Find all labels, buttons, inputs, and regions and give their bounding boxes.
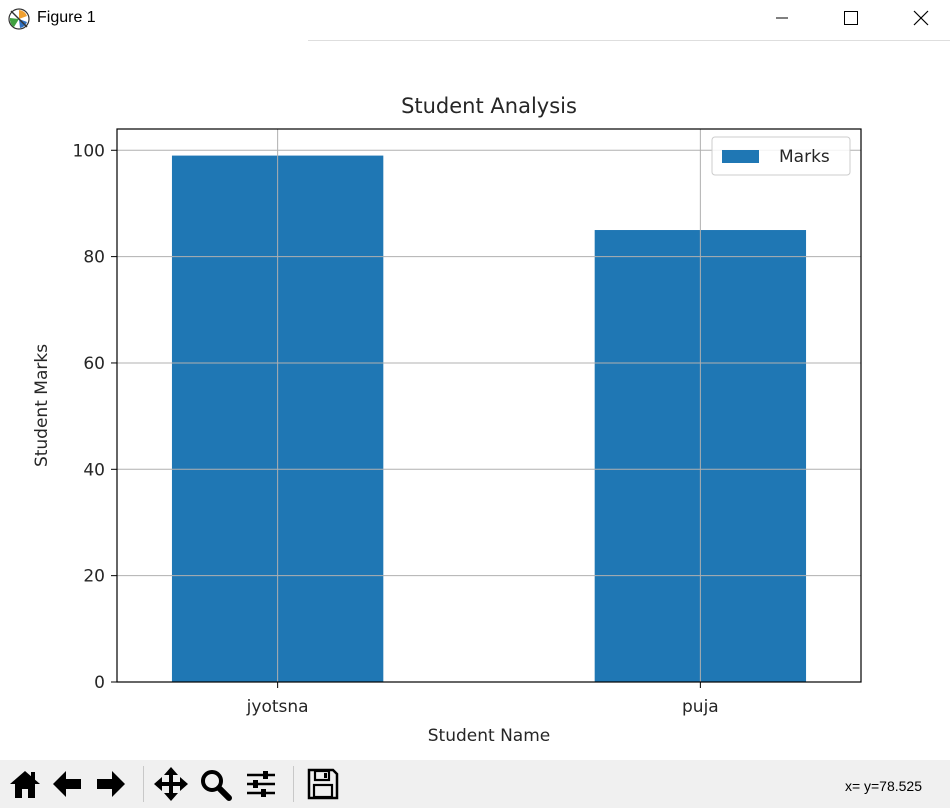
forward-button[interactable]	[92, 763, 130, 805]
zoom-button[interactable]	[196, 763, 234, 805]
pan-button[interactable]	[152, 763, 190, 805]
x-axis-label: Student Name	[428, 726, 550, 746]
y-tick-label: 40	[83, 460, 105, 480]
navigation-toolbar	[0, 760, 950, 808]
minimize-button[interactable]	[759, 0, 805, 36]
y-tick-label: 100	[73, 141, 105, 161]
y-tick-label: 20	[83, 567, 105, 587]
home-icon	[10, 771, 40, 798]
back-button[interactable]	[48, 763, 86, 805]
y-tick-label: 0	[94, 673, 105, 693]
chart-title: Student Analysis	[401, 94, 577, 118]
toolbar-separator	[293, 766, 294, 802]
x-tick-label: puja	[682, 697, 719, 717]
legend-box	[711, 136, 851, 176]
save-icon	[307, 768, 339, 800]
axes-frame	[116, 128, 862, 683]
title-bar: Figure 1	[0, 0, 950, 40]
legend-label: Marks	[779, 147, 830, 167]
forward-arrow-icon	[97, 771, 125, 797]
legend-swatch	[722, 150, 759, 163]
back-arrow-icon	[53, 771, 81, 797]
close-button[interactable]	[898, 0, 944, 36]
title-divider	[308, 40, 950, 41]
x-tick-label: jyotsna	[246, 697, 309, 717]
y-tick-label: 80	[83, 248, 105, 268]
zoom-icon	[201, 770, 232, 801]
y-tick-label: 60	[83, 354, 105, 374]
save-button[interactable]	[304, 763, 342, 805]
figure-canvas[interactable]: 0 20 40 60 80 100 jyotsna puja Student Analysis S…	[0, 42, 950, 760]
configure-subplots-button[interactable]	[242, 763, 280, 805]
maximize-icon	[844, 11, 858, 25]
configure-subplots-icon	[247, 771, 275, 797]
maximize-button[interactable]	[828, 0, 874, 36]
minimize-icon	[776, 17, 788, 19]
bar-chart[interactable]: 0 20 40 60 80 100 jyotsna puja Student Analysis S…	[0, 42, 950, 760]
y-axis-label: Student Marks	[32, 344, 52, 467]
toolbar-separator	[143, 766, 144, 802]
window-title: Figure 1	[37, 9, 96, 26]
matplotlib-logo-icon	[8, 8, 30, 30]
pan-icon	[154, 767, 188, 801]
close-icon	[913, 10, 929, 26]
home-button[interactable]	[6, 763, 44, 805]
cursor-coordinates: x= y=78.525	[844, 778, 922, 794]
